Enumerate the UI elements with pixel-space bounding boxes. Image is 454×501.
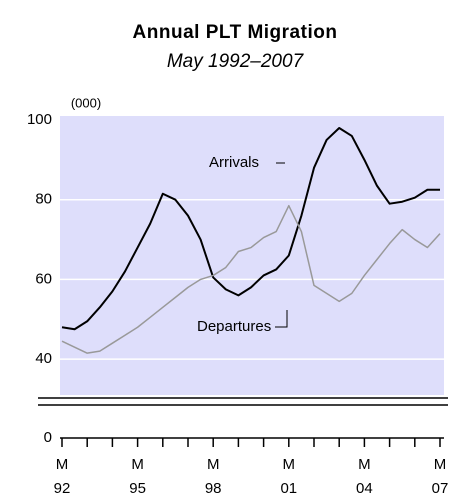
x-tick-label: M 07: [431, 456, 449, 497]
x-tick-label: M 95: [129, 456, 146, 497]
x-tick-label: M 98: [204, 456, 222, 497]
x-tick-label: M 04: [356, 456, 373, 497]
chart-subtitle: May 1992–2007: [167, 51, 305, 72]
y-unit-label: (000): [71, 95, 101, 110]
y-tick-label: 60: [35, 270, 52, 287]
chart-title: Annual PLT Migration: [133, 22, 338, 43]
y-tick-label: 100: [27, 111, 52, 128]
series-line: [61, 204, 441, 354]
y-tick-label: 80: [35, 191, 52, 208]
leader-line: [275, 310, 288, 328]
series-line: [61, 126, 440, 331]
x-tick-label: M 92: [53, 456, 71, 497]
annotation: Arrivals: [209, 154, 259, 171]
y-tick-label: 0: [44, 429, 52, 446]
annotation: Departures: [197, 318, 271, 335]
x-tick-label: M 01: [280, 456, 298, 497]
y-tick-label: 40: [35, 350, 52, 367]
